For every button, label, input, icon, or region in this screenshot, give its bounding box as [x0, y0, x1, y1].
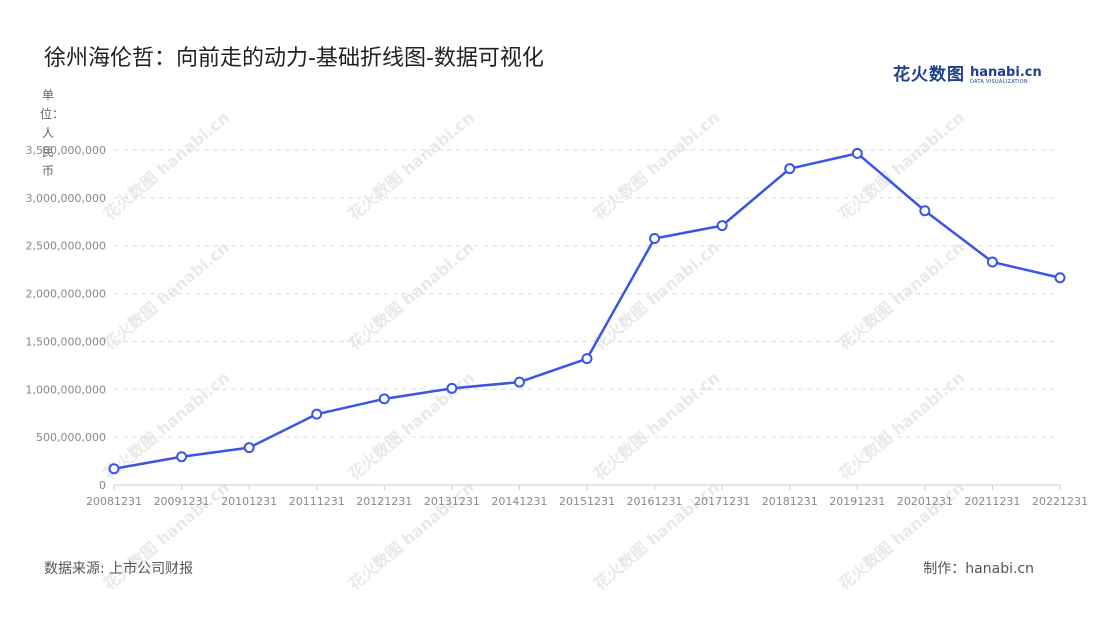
- watermark: 花火数图 hanabi.cn: [100, 368, 233, 484]
- x-tick-label: 20081231: [86, 495, 142, 508]
- x-tick-label: 20121231: [356, 495, 412, 508]
- y-tick-labels: 0 500,000,000 1,000,000,000 1,500,000,000 2,…: [26, 144, 106, 492]
- hanabi-logo: 花火数图 hanabi.cn DATA VISUALIZATION: [893, 60, 1042, 85]
- watermark: 花火数图 hanabi.cn: [835, 238, 968, 354]
- credit-note: 制作：hanabi.cn: [923, 561, 1034, 577]
- data-point[interactable]: [986, 256, 998, 268]
- y-tick-label: 1,500,000,000: [26, 335, 106, 348]
- data-source-note: 数据来源: 上市公司财报: [44, 561, 194, 577]
- data-point[interactable]: [919, 205, 931, 217]
- data-point[interactable]: [378, 393, 390, 405]
- watermark: 花火数图 hanabi.cn: [835, 108, 968, 224]
- watermark-layer: 花火数图 hanabi.cn 花火数图 hanabi.cn 花火数图 hanabi.…: [100, 108, 968, 594]
- data-point[interactable]: [1054, 272, 1066, 284]
- logo-en-text: hanabi.cn: [970, 65, 1042, 80]
- y-tick-label: 3,500,000,000: [26, 144, 106, 157]
- y-tick-label: 2,000,000,000: [26, 288, 106, 301]
- watermark: 花火数图 hanabi.cn: [345, 108, 478, 224]
- data-point[interactable]: [851, 147, 863, 159]
- x-tick-label: 20141231: [491, 495, 547, 508]
- watermark: 花火数图 hanabi.cn: [590, 238, 723, 354]
- data-point[interactable]: [243, 442, 255, 454]
- logo-cn-text: 花火数图: [893, 65, 965, 85]
- x-tick-label: 20221231: [1032, 495, 1088, 508]
- y-tick-label: 1,000,000,000: [26, 383, 106, 396]
- data-point[interactable]: [716, 220, 728, 232]
- watermark: 花火数图 hanabi.cn: [835, 368, 968, 484]
- x-tick-label: 20181231: [762, 495, 818, 508]
- y-tick-label: 500,000,000: [36, 431, 106, 444]
- chart-title: 徐州海伦哲：向前走的动力-基础折线图-数据可视化: [44, 46, 544, 71]
- x-tick-label: 20101231: [221, 495, 277, 508]
- x-tick-label: 20091231: [154, 495, 210, 508]
- data-point[interactable]: [311, 408, 323, 420]
- data-point[interactable]: [176, 451, 188, 463]
- y-tick-label: 3,000,000,000: [26, 192, 106, 205]
- watermark: 花火数图 hanabi.cn: [345, 238, 478, 354]
- x-tick-label: 20131231: [424, 495, 480, 508]
- logo-en-block: hanabi.cn DATA VISUALIZATION: [970, 66, 1042, 85]
- logo-en-subtext: DATA VISUALIZATION: [970, 79, 1028, 85]
- x-tick-label: 20201231: [897, 495, 953, 508]
- y-tick-label: 0: [99, 479, 106, 492]
- data-point[interactable]: [446, 382, 458, 394]
- data-point[interactable]: [649, 233, 661, 245]
- axes: [113, 484, 1061, 490]
- data-point[interactable]: [784, 163, 796, 175]
- watermark: 花火数图 hanabi.cn: [345, 368, 478, 484]
- data-point[interactable]: [108, 463, 120, 475]
- watermark: 花火数图 hanabi.cn: [590, 368, 723, 484]
- x-tick-label: 20151231: [559, 495, 615, 508]
- watermark: 花火数图 hanabi.cn: [590, 108, 723, 224]
- x-tick-label: 20111231: [289, 495, 345, 508]
- data-point[interactable]: [581, 353, 593, 365]
- grid-lines: [114, 149, 1060, 438]
- x-tick-labels: 20081231 20091231 20101231 20111231 20121231…: [86, 495, 1088, 508]
- watermark: 花火数图 hanabi.cn: [100, 238, 233, 354]
- x-tick-label: 20161231: [627, 495, 683, 508]
- data-point[interactable]: [513, 376, 525, 388]
- x-tick-label: 20171231: [694, 495, 750, 508]
- x-tick-label: 20191231: [829, 495, 885, 508]
- series-layer: [108, 147, 1066, 475]
- watermark: 花火数图 hanabi.cn: [100, 108, 233, 224]
- y-tick-label: 2,500,000,000: [26, 240, 106, 253]
- x-tick-label: 20211231: [964, 495, 1020, 508]
